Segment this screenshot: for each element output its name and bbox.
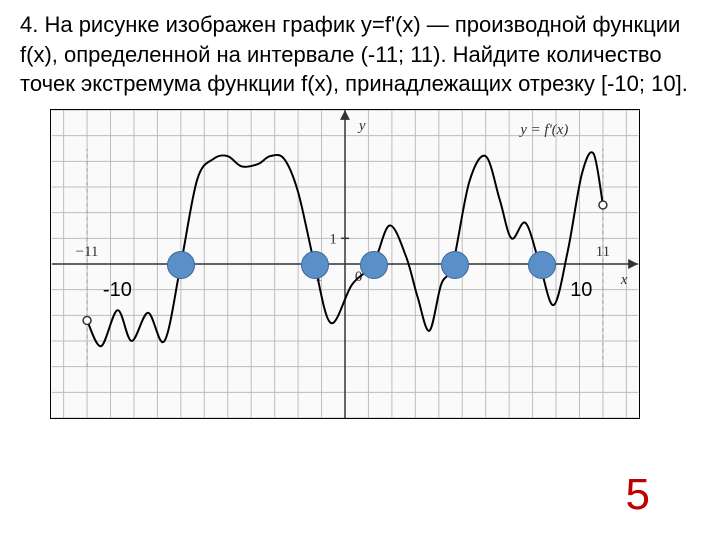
extremum-marker	[528, 251, 556, 279]
svg-text:−11: −11	[76, 244, 99, 260]
extremum-marker	[441, 251, 469, 279]
graph-container: 011−1111yxy = f'(x) -1010	[50, 109, 640, 419]
svg-text:11: 11	[596, 244, 610, 260]
answer-value: 5	[626, 470, 650, 520]
problem-text: 4. На рисунке изображен график y=f'(x) —…	[20, 10, 700, 99]
extremum-marker	[167, 251, 195, 279]
svg-text:1: 1	[329, 231, 336, 247]
extremum-marker	[360, 251, 388, 279]
segment-bound-label: -10	[103, 279, 132, 302]
svg-text:y: y	[357, 118, 366, 134]
svg-text:x: x	[620, 272, 628, 288]
svg-text:y = f'(x): y = f'(x)	[518, 122, 568, 138]
segment-bound-label: 10	[570, 279, 592, 302]
extremum-marker	[301, 251, 329, 279]
